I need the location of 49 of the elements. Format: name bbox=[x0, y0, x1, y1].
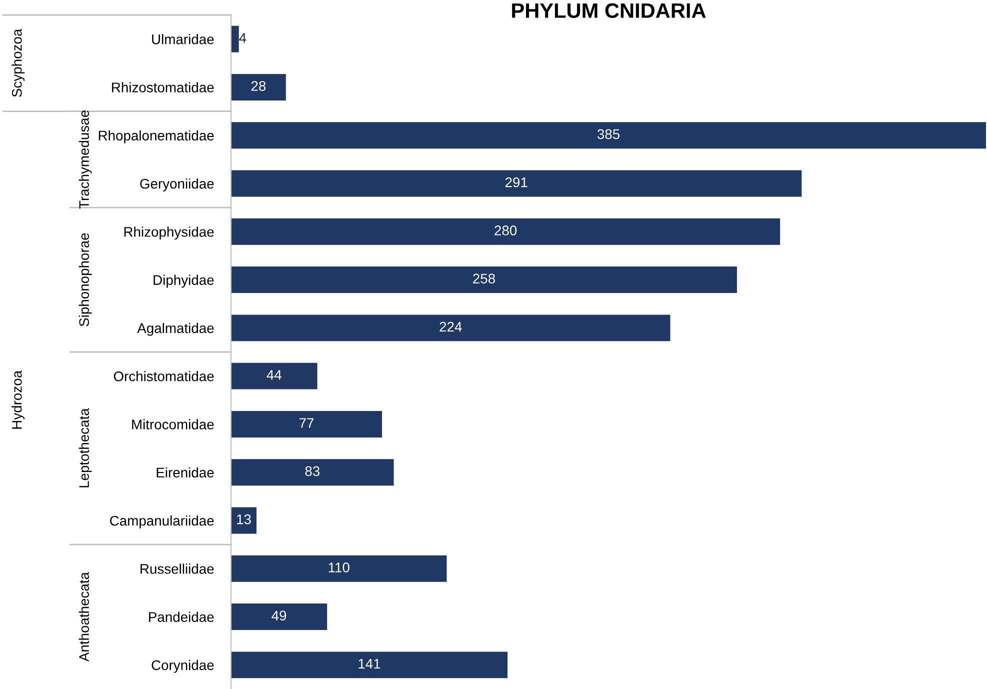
y-tick-label: Rhizostomatidae bbox=[112, 82, 214, 92]
data-label: 13 bbox=[237, 514, 251, 524]
text: Hydrozoa bbox=[12, 370, 25, 429]
bar bbox=[231, 410, 382, 438]
bar bbox=[231, 26, 239, 52]
data-label: 258 bbox=[473, 274, 495, 284]
data-label: 291 bbox=[505, 177, 528, 188]
text: Anthoathecata bbox=[78, 572, 90, 662]
y-tick-label: Rhizophysidae bbox=[124, 226, 214, 240]
text: Siphonophorae bbox=[78, 233, 92, 326]
text: Trachymedusae bbox=[78, 110, 92, 209]
data-label: 224 bbox=[440, 322, 462, 332]
bar bbox=[231, 652, 508, 678]
y-tick-label: Corynidae bbox=[152, 660, 214, 673]
data-label: 49 bbox=[272, 610, 286, 621]
y-tick-label: Diphyidae bbox=[154, 274, 214, 288]
chart-title: PHYLUM CNIDARIA bbox=[512, 3, 706, 18]
bar bbox=[231, 507, 256, 534]
bar bbox=[231, 122, 986, 149]
data-label: 280 bbox=[494, 226, 517, 236]
y-tick-label: Mitrocomidae bbox=[132, 419, 214, 430]
bar bbox=[231, 555, 447, 582]
y-tick-label: Orchistomatidae bbox=[114, 371, 214, 382]
bar bbox=[231, 604, 328, 630]
y-tick-label: Eirenidae bbox=[156, 467, 214, 478]
data-label: 77 bbox=[299, 418, 314, 428]
data-label: 44 bbox=[266, 370, 282, 380]
text: Scyphozoa bbox=[12, 28, 25, 97]
bar bbox=[231, 362, 318, 390]
data-label: 28 bbox=[251, 81, 266, 91]
data-label: 83 bbox=[305, 466, 320, 476]
y-tick-label: Campanulariidae bbox=[110, 515, 214, 528]
y-tick-label: Agalmatidae bbox=[137, 322, 214, 336]
data-label: 141 bbox=[358, 658, 380, 669]
bar bbox=[231, 266, 737, 294]
bar bbox=[231, 459, 394, 486]
text: Leptothecata bbox=[78, 408, 92, 488]
y-tick-label: Geryoniidae bbox=[140, 178, 214, 192]
bar bbox=[231, 218, 780, 245]
data-label: 385 bbox=[597, 129, 620, 140]
y-tick-label: Rhopalonematidae bbox=[98, 130, 214, 144]
data-label: 110 bbox=[328, 562, 350, 572]
bar bbox=[231, 314, 670, 342]
data-label: 4 bbox=[239, 33, 246, 43]
y-tick-label: Pandeidae bbox=[149, 612, 214, 622]
y-tick-label: Russelliidae bbox=[140, 564, 214, 574]
bar bbox=[231, 74, 286, 100]
y-tick-label: Ulmaridae bbox=[152, 34, 214, 44]
bar bbox=[231, 170, 802, 197]
